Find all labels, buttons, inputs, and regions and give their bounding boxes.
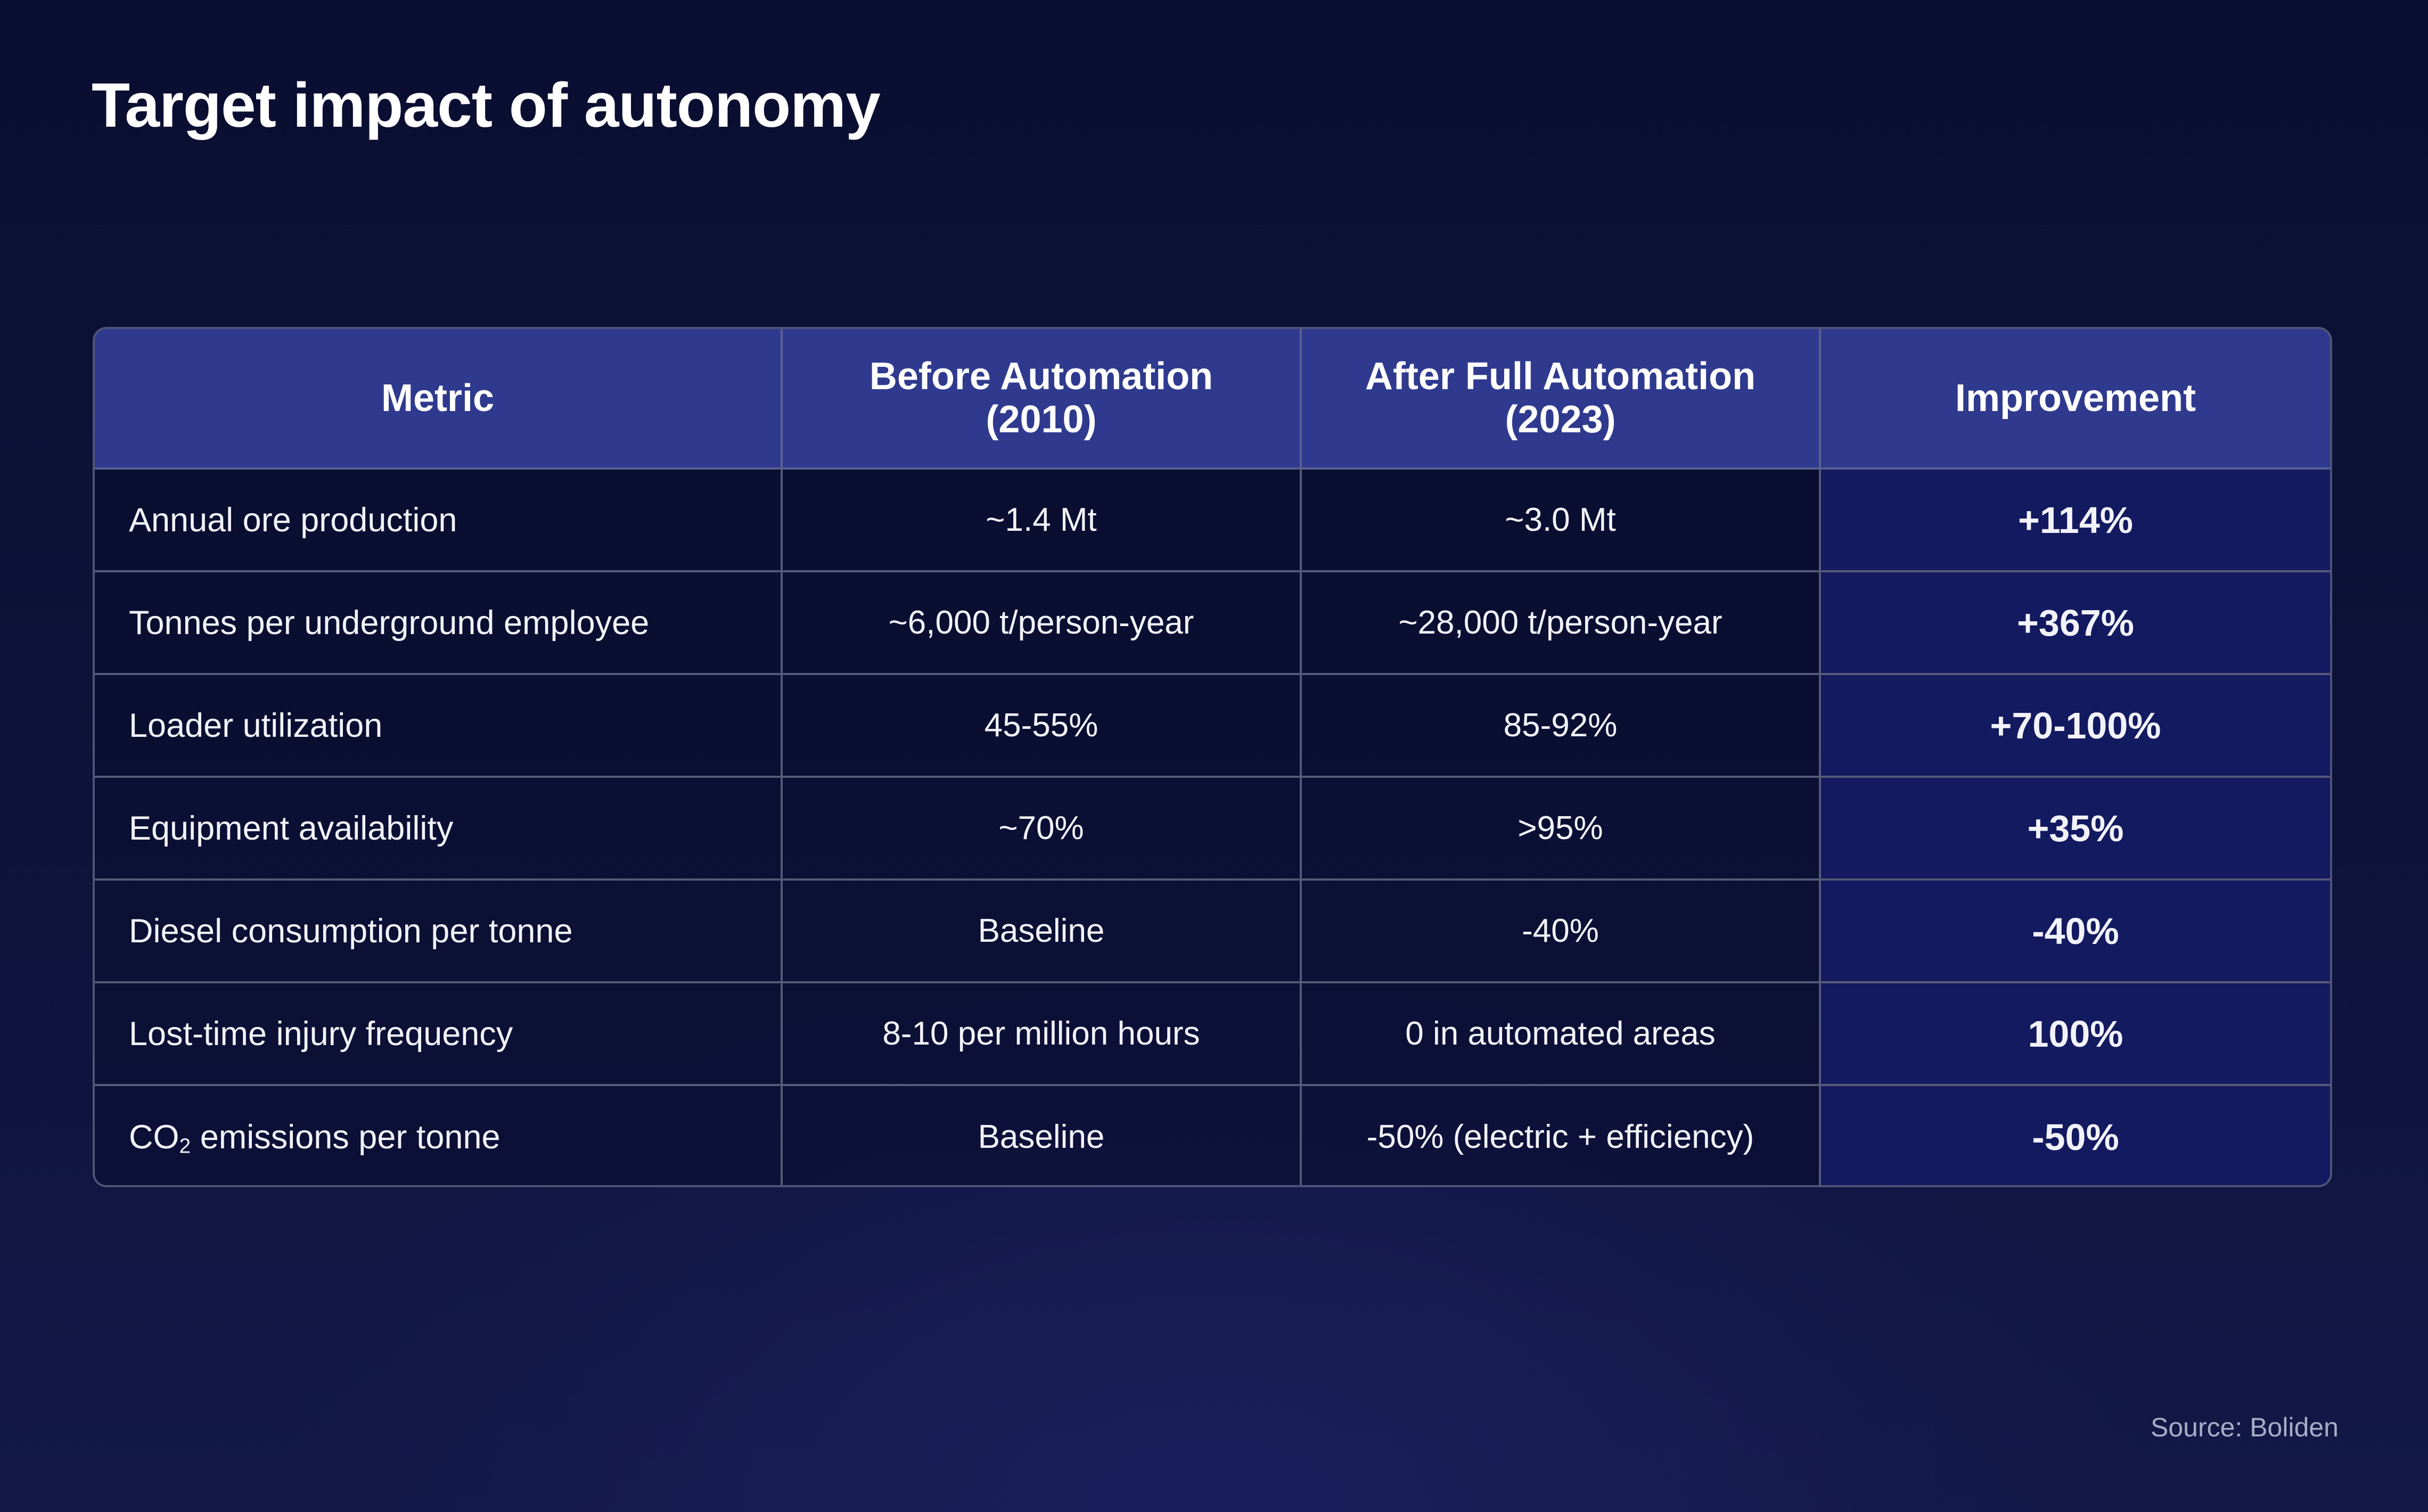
metric-cell: Diesel consumption per tonne xyxy=(95,880,783,983)
metric-co2-subscript: 2 xyxy=(179,1135,191,1158)
metric-cell: Lost-time injury frequency xyxy=(95,982,783,1086)
metric-cell: Loader utilization xyxy=(95,674,783,778)
before-cell: 8-10 per million hours xyxy=(782,982,1302,1086)
improvement-cell: +35% xyxy=(1820,777,2330,881)
metric-cell: Annual ore production xyxy=(95,469,783,572)
table-header-row: Metric Before Automation (2010) After Fu… xyxy=(95,329,2330,470)
table-row: Loader utilization 45-55% 85-92% +70-100… xyxy=(95,674,2330,778)
table-row: CO2 emissions per tonne Baseline -50% (e… xyxy=(95,1085,2330,1185)
table-row: Tonnes per underground employee ~6,000 t… xyxy=(95,571,2330,675)
header-after-full-automation: After Full Automation (2023) xyxy=(1301,329,1821,470)
before-cell: 45-55% xyxy=(782,674,1302,778)
header-before-automation: Before Automation (2010) xyxy=(782,329,1302,470)
improvement-cell: 100% xyxy=(1820,982,2330,1086)
table-row: Diesel consumption per tonne Baseline -4… xyxy=(95,880,2330,983)
page-title: Target impact of autonomy xyxy=(92,70,881,141)
metric-cell: CO2 emissions per tonne xyxy=(95,1085,783,1185)
header-improvement: Improvement xyxy=(1820,329,2330,470)
source-note: Source: Boliden xyxy=(2150,1412,2339,1442)
metrics-table: Metric Before Automation (2010) After Fu… xyxy=(93,327,2332,1187)
metric-co2-suffix: emissions per tonne xyxy=(191,1118,501,1156)
after-cell: -40% xyxy=(1301,880,1821,983)
table-row: Lost-time injury frequency 8-10 per mill… xyxy=(95,982,2330,1086)
after-cell: >95% xyxy=(1301,777,1821,881)
before-cell: ~70% xyxy=(782,777,1302,881)
table-row: Equipment availability ~70% >95% +35% xyxy=(95,777,2330,881)
before-cell: Baseline xyxy=(782,880,1302,983)
after-cell: ~3.0 Mt xyxy=(1301,469,1821,572)
metric-cell: Tonnes per underground employee xyxy=(95,571,783,675)
metric-co2-prefix: CO xyxy=(129,1118,179,1156)
after-cell: 0 in automated areas xyxy=(1301,982,1821,1086)
header-metric: Metric xyxy=(95,329,783,470)
table-row: Annual ore production ~1.4 Mt ~3.0 Mt +1… xyxy=(95,469,2330,572)
improvement-cell: -40% xyxy=(1820,880,2330,983)
before-cell: ~1.4 Mt xyxy=(782,469,1302,572)
improvement-cell: +114% xyxy=(1820,469,2330,572)
improvement-cell: +367% xyxy=(1820,571,2330,675)
after-cell: 85-92% xyxy=(1301,674,1821,778)
metric-cell: Equipment availability xyxy=(95,777,783,881)
before-cell: ~6,000 t/person-year xyxy=(782,571,1302,675)
after-cell: -50% (electric + efficiency) xyxy=(1301,1085,1821,1185)
after-cell: ~28,000 t/person-year xyxy=(1301,571,1821,675)
before-cell: Baseline xyxy=(782,1085,1302,1185)
improvement-cell: -50% xyxy=(1820,1085,2330,1185)
improvement-cell: +70-100% xyxy=(1820,674,2330,778)
